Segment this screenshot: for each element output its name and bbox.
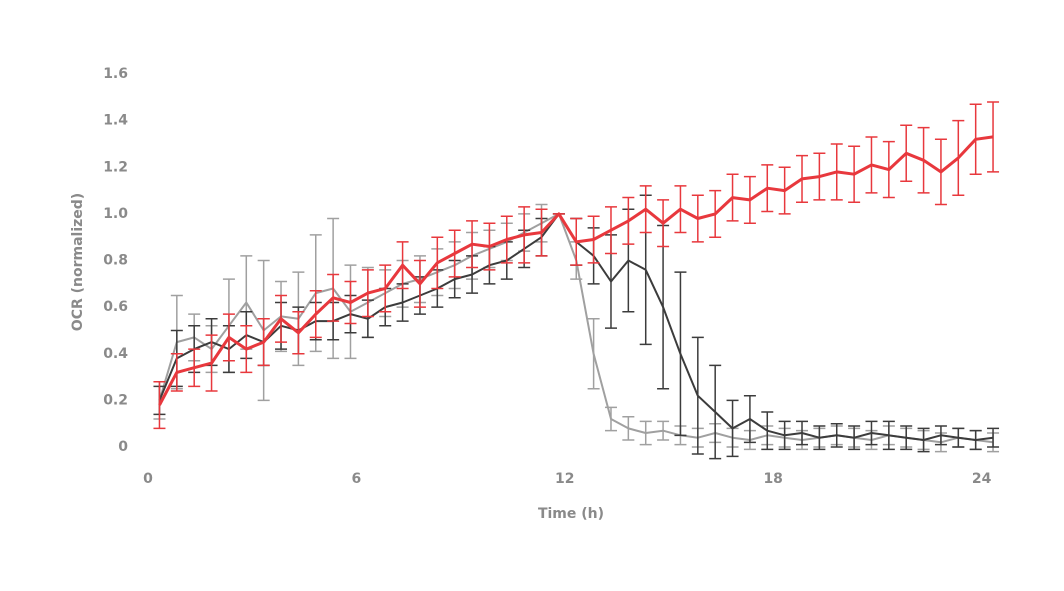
error-bar (153, 380, 166, 430)
x-tick-label: 12 (555, 471, 574, 487)
x-tick-label: 6 (352, 471, 362, 487)
x-tick-label: 24 (972, 471, 992, 487)
y-axis-label: OCR (normalized) (70, 193, 86, 331)
x-tick-label: 0 (143, 471, 153, 487)
error-bar (987, 101, 1000, 173)
y-tick-label: 0.2 (103, 392, 128, 408)
y-tick-label: 0 (118, 439, 128, 455)
error-bar (987, 427, 1000, 448)
x-tick-label: 18 (763, 471, 782, 487)
x-axis-label: Time (h) (538, 506, 604, 522)
y-tick-label: 1.2 (103, 159, 128, 175)
y-tick-label: 1.0 (103, 206, 128, 222)
series-line (158, 135, 994, 406)
y-tick-label: 1.4 (103, 113, 128, 129)
y-tick-label: 0.4 (103, 346, 128, 362)
y-tick-label: 1.6 (103, 66, 128, 82)
y-tick-label: 0.8 (103, 253, 128, 269)
y-tick-label: 0.6 (103, 299, 128, 315)
